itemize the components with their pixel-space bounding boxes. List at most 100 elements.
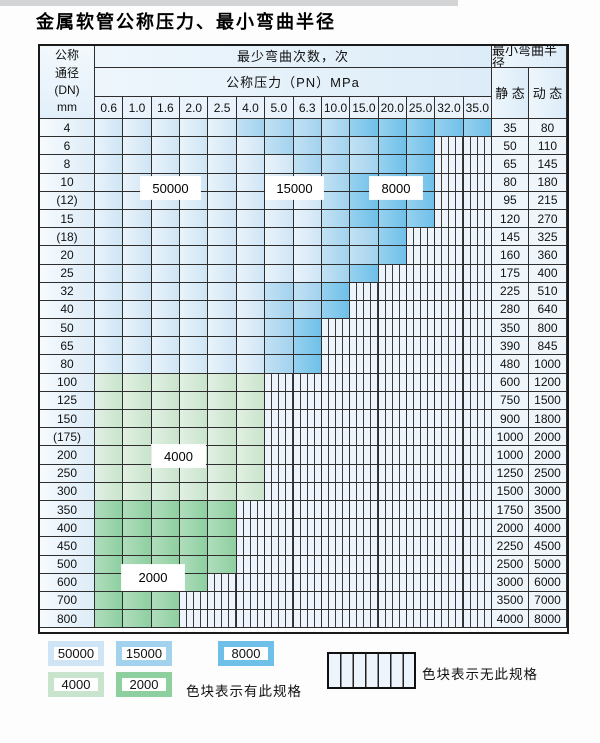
spec-cell bbox=[435, 555, 464, 574]
dynamic-radius-cell: 2000 bbox=[529, 446, 567, 465]
spec-cell bbox=[293, 391, 322, 410]
pressure-col-header: 2.5 bbox=[208, 97, 237, 119]
dynamic-radius-cell: 8000 bbox=[529, 610, 567, 629]
static-header: 静 态 bbox=[492, 68, 529, 119]
spec-cell bbox=[151, 500, 181, 520]
spec-cell bbox=[406, 264, 436, 283]
spec-cell bbox=[95, 610, 124, 629]
pressure-col-header: 4.0 bbox=[236, 97, 266, 119]
spec-cell bbox=[435, 173, 464, 192]
spec-cell bbox=[151, 137, 181, 156]
spec-cell bbox=[463, 573, 492, 592]
spec-cell bbox=[350, 500, 379, 520]
spec-cell bbox=[463, 155, 492, 174]
spec-cell bbox=[123, 228, 152, 247]
spec-cell bbox=[208, 319, 237, 338]
spec-cell bbox=[265, 228, 294, 247]
static-radius-cell: 160 bbox=[492, 246, 529, 265]
dynamic-radius-cell: 4000 bbox=[529, 519, 567, 538]
legend-swatch-8000: 8000 bbox=[218, 641, 274, 666]
spec-cell bbox=[378, 264, 407, 283]
spec-cell bbox=[378, 246, 407, 265]
spec-cell bbox=[293, 555, 322, 574]
spec-cell bbox=[378, 591, 407, 611]
corner-line-4: mm bbox=[57, 100, 77, 115]
spec-cell bbox=[236, 173, 266, 192]
spec-cell bbox=[208, 300, 237, 320]
dn-cell: 80 bbox=[40, 355, 95, 374]
spec-cell bbox=[95, 555, 124, 574]
dynamic-radius-cell: 845 bbox=[529, 337, 567, 356]
static-radius-cell: 750 bbox=[492, 391, 529, 410]
dn-cell: (12) bbox=[40, 191, 95, 210]
spec-cell bbox=[265, 410, 294, 429]
spec-cell bbox=[293, 428, 322, 447]
spec-cell bbox=[293, 282, 322, 301]
spec-cell bbox=[151, 119, 181, 138]
spec-cell bbox=[180, 591, 209, 611]
spec-cell bbox=[350, 573, 379, 592]
spec-cell bbox=[293, 591, 322, 611]
spec-cell bbox=[236, 155, 266, 174]
spec-cell bbox=[208, 610, 237, 629]
spec-cell bbox=[463, 264, 492, 283]
spec-cell bbox=[463, 191, 492, 210]
spec-cell bbox=[236, 573, 266, 592]
dn-cell: 800 bbox=[40, 610, 95, 629]
spec-cell bbox=[435, 446, 464, 465]
dn-cell: (18) bbox=[40, 228, 95, 247]
spec-cell bbox=[350, 264, 379, 283]
spec-cell bbox=[378, 119, 407, 138]
spec-cell bbox=[406, 209, 436, 229]
spec-cell bbox=[208, 337, 237, 356]
static-radius-cell: 145 bbox=[492, 228, 529, 247]
spec-cell bbox=[265, 373, 294, 392]
dynamic-radius-cell: 1500 bbox=[529, 391, 567, 410]
pressure-col-header: 10.0 bbox=[321, 97, 351, 119]
spec-cell bbox=[321, 209, 351, 229]
spec-cell bbox=[236, 591, 266, 611]
spec-cell bbox=[463, 337, 492, 356]
spec-cell bbox=[95, 264, 124, 283]
spec-cell bbox=[123, 446, 152, 465]
spec-cell bbox=[406, 610, 436, 629]
spec-cell bbox=[151, 300, 181, 320]
spec-cell bbox=[151, 373, 181, 392]
spec-cell bbox=[406, 519, 436, 538]
spec-cell bbox=[236, 537, 266, 556]
pressure-col-header: 0.6 bbox=[95, 97, 124, 119]
spec-cell bbox=[151, 246, 181, 265]
spec-cell bbox=[321, 246, 351, 265]
spec-cell bbox=[208, 191, 237, 210]
dn-cell: 8 bbox=[40, 155, 95, 174]
spec-cell bbox=[123, 246, 152, 265]
spec-cell bbox=[95, 282, 124, 301]
pressure-col-header: 6.3 bbox=[293, 97, 322, 119]
spec-cell bbox=[321, 319, 351, 338]
dynamic-radius-cell: 110 bbox=[529, 137, 567, 156]
spec-cell bbox=[293, 319, 322, 338]
spec-cell bbox=[378, 446, 407, 465]
static-radius-cell: 120 bbox=[492, 209, 529, 229]
spec-cell bbox=[321, 173, 351, 192]
spec-cell bbox=[350, 137, 379, 156]
spec-cell bbox=[95, 228, 124, 247]
spec-cell bbox=[406, 410, 436, 429]
spec-cell bbox=[378, 337, 407, 356]
dynamic-radius-cell: 3000 bbox=[529, 482, 567, 501]
spec-cell bbox=[208, 464, 237, 483]
radius-header: 最小弯曲半径 bbox=[491, 46, 567, 68]
static-radius-cell: 3000 bbox=[492, 573, 529, 592]
spec-cell bbox=[208, 446, 237, 465]
dn-cell: 600 bbox=[40, 573, 95, 592]
spec-cell bbox=[95, 155, 124, 174]
spec-cell bbox=[180, 228, 209, 247]
spec-cell bbox=[321, 300, 351, 320]
spec-cell bbox=[321, 410, 351, 429]
spec-cell bbox=[435, 591, 464, 611]
spec-cell bbox=[123, 337, 152, 356]
static-radius-cell: 350 bbox=[492, 319, 529, 338]
dynamic-radius-cell: 180 bbox=[529, 173, 567, 192]
spec-cell bbox=[95, 209, 124, 229]
spec-cell bbox=[180, 519, 209, 538]
